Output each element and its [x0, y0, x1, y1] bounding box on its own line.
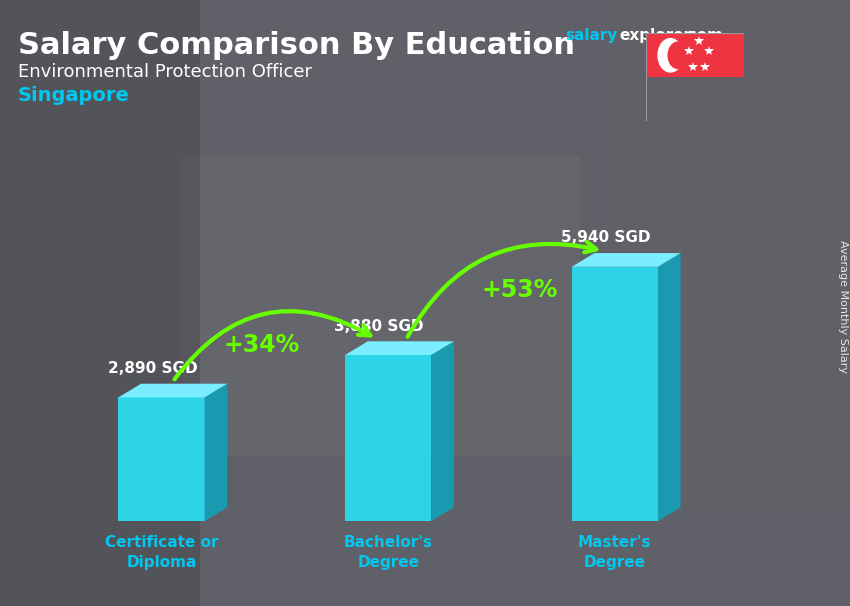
Text: 5,940 SGD: 5,940 SGD	[561, 230, 650, 245]
Bar	[345, 355, 431, 521]
Polygon shape	[572, 253, 681, 267]
Text: explorer: explorer	[619, 28, 691, 43]
Bar	[0, 0, 200, 606]
Bar	[180, 156, 580, 456]
Text: Singapore: Singapore	[18, 86, 130, 105]
Circle shape	[668, 42, 688, 68]
Bar	[118, 398, 205, 521]
Text: Salary Comparison By Education: Salary Comparison By Education	[18, 31, 575, 60]
Text: 3,880 SGD: 3,880 SGD	[334, 319, 424, 333]
Text: Environmental Protection Officer: Environmental Protection Officer	[18, 63, 312, 81]
Polygon shape	[205, 384, 227, 521]
Text: +53%: +53%	[481, 278, 558, 302]
Text: 2,890 SGD: 2,890 SGD	[108, 361, 197, 376]
Text: +34%: +34%	[223, 333, 299, 357]
Text: Average Monthly Salary: Average Monthly Salary	[838, 239, 848, 373]
Bar	[572, 267, 658, 521]
Bar	[620, 0, 850, 506]
Polygon shape	[431, 341, 454, 521]
Circle shape	[658, 39, 683, 72]
Polygon shape	[118, 384, 227, 398]
Polygon shape	[345, 341, 454, 355]
Text: salary: salary	[565, 28, 617, 43]
Bar	[646, 33, 744, 77]
Polygon shape	[658, 253, 681, 521]
Text: .com: .com	[683, 28, 724, 43]
